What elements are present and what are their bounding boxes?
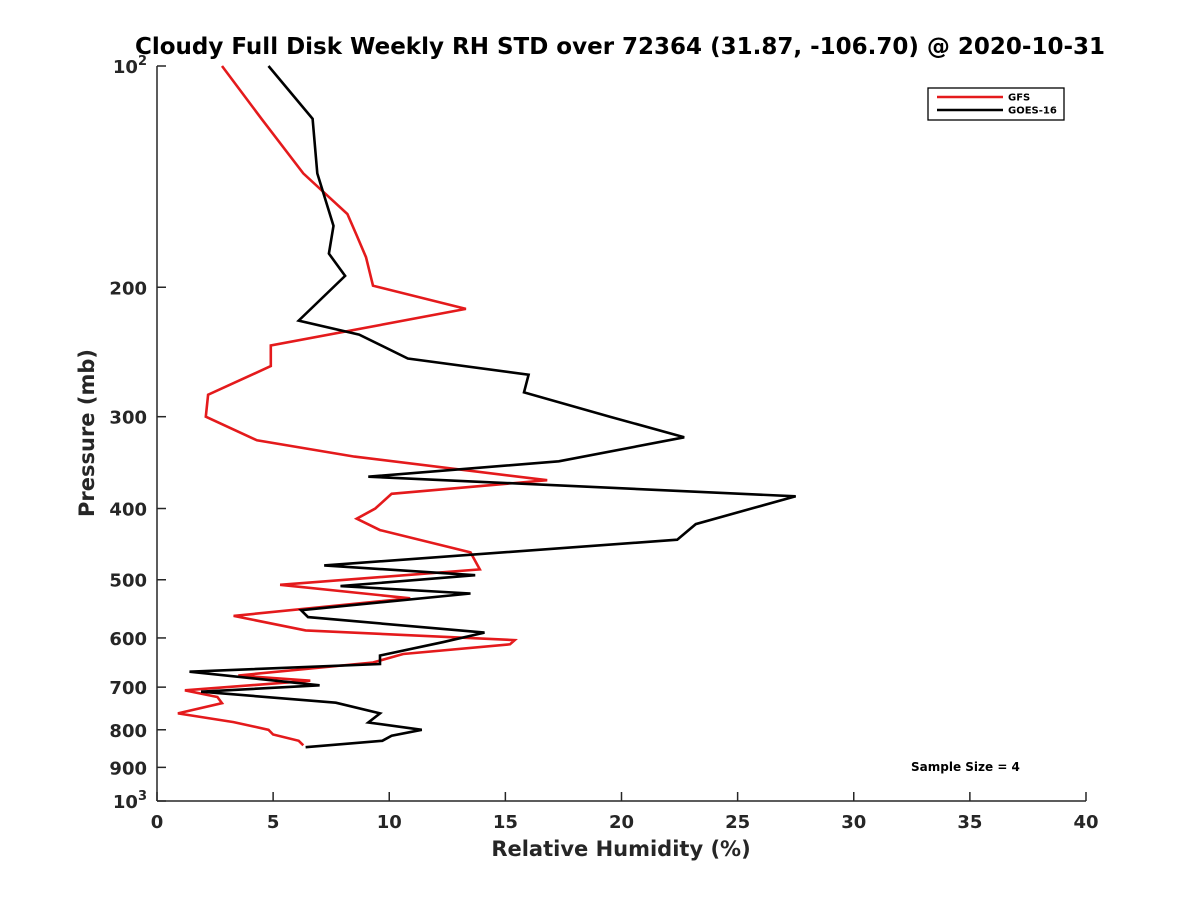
x-axis-label: Relative Humidity (%) [491, 837, 750, 861]
x-tick-label: 20 [609, 812, 634, 833]
x-tick-label: 5 [267, 812, 280, 833]
x-tick-label: 25 [725, 812, 750, 833]
y-tick-label: 200 [109, 278, 147, 299]
x-tick-label: 0 [151, 812, 164, 833]
legend-box [927, 87, 1065, 121]
y-tick-label: 700 [109, 678, 147, 699]
y-tick-label: 500 [109, 571, 147, 592]
sample-size-annotation: Sample Size = 4 [911, 760, 1020, 774]
x-tick-label: 10 [377, 812, 402, 833]
series-line-gfs [177, 65, 548, 747]
y-tick-label: 800 [109, 721, 147, 742]
x-tick-label: 35 [957, 812, 982, 833]
legend-label-gfs: GFS [1008, 93, 1030, 104]
y-tick-label: 300 [109, 408, 147, 429]
x-tick-label: 30 [841, 812, 866, 833]
plot-area: 0 5 10 15 20 25 30 35 40 102 200 300 400 500 600 700 80… [109, 54, 1098, 833]
series-line-goes16 [189, 65, 797, 749]
series-lines [177, 65, 797, 749]
y-tick-label: 400 [109, 500, 147, 521]
legend-label-goes16: GOES-16 [1008, 106, 1057, 117]
x-tick-label: 40 [1073, 812, 1098, 833]
x-ticks: 0 5 10 15 20 25 30 35 40 [151, 792, 1099, 833]
y-tick-label: 103 [113, 789, 147, 813]
chart-title: Cloudy Full Disk Weekly RH STD over 7236… [135, 34, 1105, 60]
y-tick-label: 900 [109, 758, 147, 779]
legend: GFS GOES-16 [927, 87, 1065, 121]
y-tick-label: 102 [113, 54, 147, 78]
y-tick-label: 600 [109, 629, 147, 650]
y-ticks: 102 200 300 400 500 600 700 800 900 103 [109, 54, 166, 813]
x-tick-label: 15 [493, 812, 518, 833]
y-axis-label: Pressure (mb) [75, 349, 99, 517]
